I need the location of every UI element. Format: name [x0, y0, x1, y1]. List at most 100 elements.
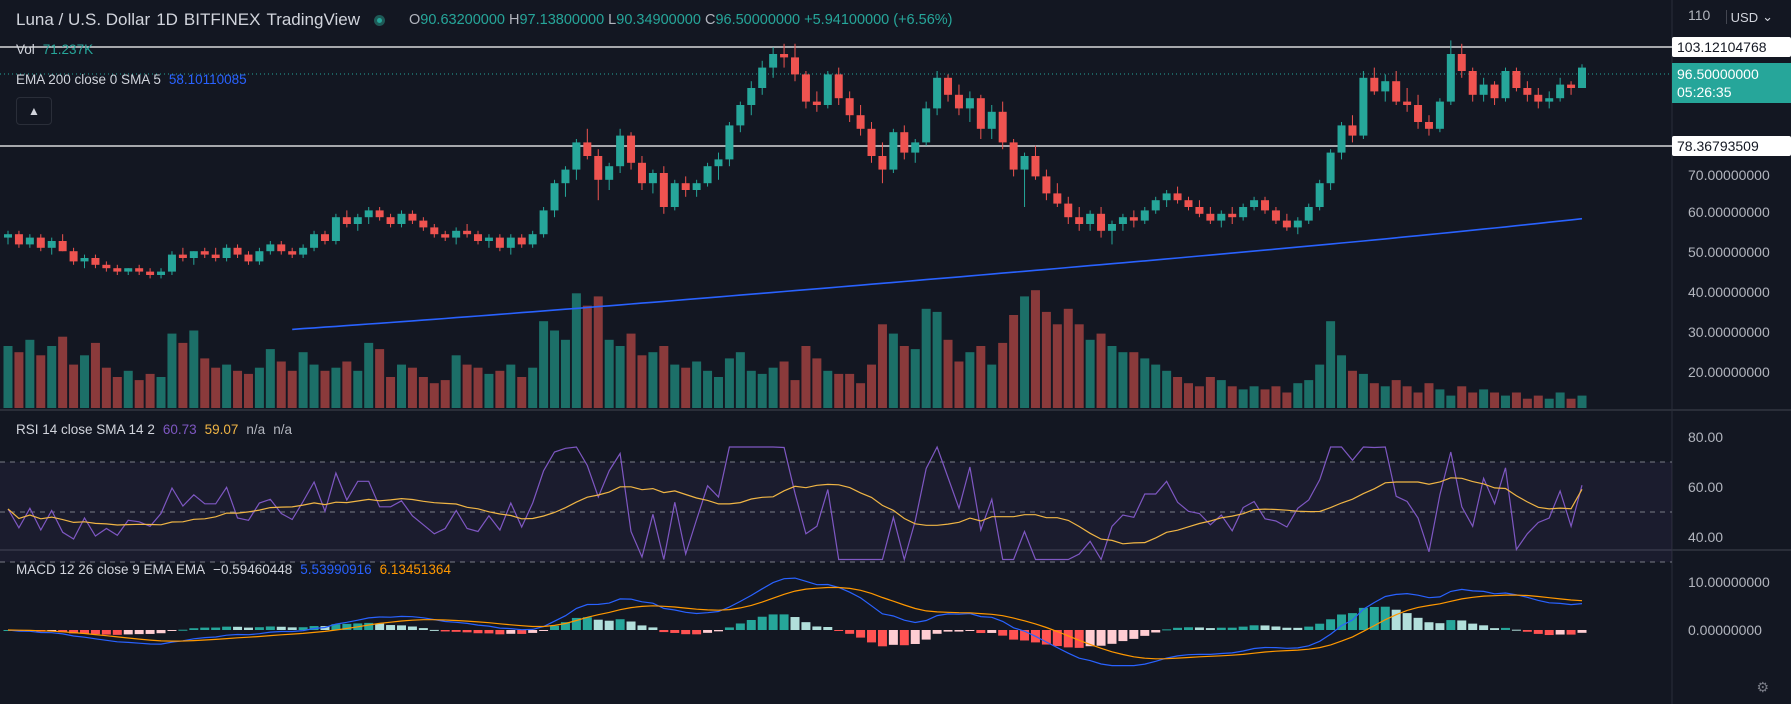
price-axis-label: 30.00000000	[1688, 324, 1770, 340]
volume-bar	[1468, 392, 1478, 408]
candle-body	[277, 244, 286, 252]
candle-body	[1403, 101, 1412, 105]
macd-histogram-bar	[790, 617, 800, 630]
volume-bar	[211, 367, 221, 408]
gear-icon[interactable]: ⚙	[1756, 679, 1769, 695]
countdown-tag: 05:26:35	[1677, 84, 1732, 100]
volume-bar	[692, 361, 702, 408]
candle-body	[605, 166, 614, 180]
interval-label[interactable]: 1D	[156, 10, 178, 29]
macd-histogram-bar	[1085, 630, 1095, 647]
macd-histogram-bar	[1555, 630, 1565, 635]
symbol-legend[interactable]: Luna / U.S. Dollar 1D BITFINEX TradingVi…	[16, 10, 952, 30]
volume-bar	[418, 377, 428, 408]
candle-body	[288, 251, 297, 255]
candle-body	[944, 77, 953, 95]
candle-body	[1359, 77, 1368, 136]
volume-bar	[243, 373, 253, 408]
macd-histogram-bar	[877, 630, 887, 647]
candle-body	[856, 115, 865, 129]
macd-histogram-bar	[69, 630, 79, 634]
candle-body	[583, 142, 592, 156]
volume-bar	[167, 333, 177, 408]
candle-body	[714, 159, 723, 167]
candle-body	[791, 57, 799, 75]
volume-bar	[1282, 392, 1292, 408]
volume-bar	[1271, 386, 1281, 408]
macd-histogram-bar	[560, 622, 570, 630]
volume-bar	[1490, 392, 1500, 408]
volume-bar	[14, 352, 24, 408]
candle-body	[1239, 207, 1248, 218]
resistance-tag-bg	[1672, 37, 1791, 57]
volume-bar	[1533, 395, 1543, 408]
macd-histogram-bar	[801, 622, 811, 630]
macd-histogram-bar	[1173, 627, 1183, 630]
candle-body	[954, 94, 963, 109]
candle-body	[987, 111, 996, 129]
candle-body	[725, 125, 734, 160]
candle-body	[1414, 105, 1423, 122]
chevron-up-icon: ▲	[28, 104, 40, 118]
macd-histogram-bar	[112, 630, 122, 635]
candle-body	[1490, 84, 1499, 99]
volume-bar	[134, 380, 144, 408]
macd-histogram-bar	[1435, 623, 1445, 630]
ema-legend[interactable]: EMA 200 close 0 SMA 5 58.10110085	[16, 72, 247, 87]
candle-body	[408, 213, 417, 221]
macd-histogram-bar	[1293, 627, 1303, 630]
resistance-tag-text: 103.12104768	[1677, 39, 1767, 55]
volume-label: Vol	[16, 42, 35, 57]
candle-body	[299, 247, 308, 255]
symbol-name[interactable]: Luna / U.S. Dollar	[16, 10, 151, 29]
candle-body	[637, 162, 646, 184]
macd-histogram-bar	[1205, 628, 1215, 630]
volume-bar	[1227, 386, 1237, 408]
volume-bar	[276, 361, 286, 408]
volume-bar	[1260, 389, 1270, 408]
macd-histogram-bar	[670, 630, 680, 633]
divider	[1725, 10, 1727, 24]
macd-histogram-bar	[1358, 607, 1368, 630]
candle-body	[47, 241, 56, 248]
candle-body	[1424, 122, 1433, 129]
volume-bar	[451, 355, 461, 408]
candle-body	[1326, 152, 1335, 184]
macd-legend[interactable]: MACD 12 26 close 9 EMA EMA −0.59460448 5…	[16, 562, 451, 577]
candle-body	[1086, 213, 1095, 224]
volume-legend[interactable]: Vol 71.237K	[16, 42, 93, 57]
candle-body	[1556, 84, 1565, 99]
volume-bar	[823, 370, 833, 408]
candle-body	[627, 135, 636, 163]
candle-body	[801, 74, 810, 102]
candle-body	[758, 67, 767, 88]
change-value: +5.94100000 (+6.56%)	[804, 12, 953, 28]
candle-body	[878, 156, 887, 170]
volume-bar	[560, 339, 570, 408]
macd-histogram-bar	[331, 624, 341, 630]
collapse-legend-button[interactable]: ▲	[16, 97, 52, 125]
macd-histogram-bar	[342, 623, 352, 630]
volume-bar	[932, 311, 942, 408]
volume-bar	[331, 367, 341, 408]
volume-bar	[910, 349, 920, 408]
low-value: 90.34900000	[616, 12, 701, 28]
volume-bar	[1030, 290, 1040, 408]
macd-histogram-bar	[1315, 623, 1325, 630]
candle-body	[1206, 213, 1215, 221]
rsi-na-2: n/a	[273, 422, 292, 437]
currency-selector[interactable]: USD ⌄	[1725, 9, 1773, 25]
macd-histogram-bar	[1194, 627, 1204, 630]
market-status-icon[interactable]	[374, 14, 385, 26]
volume-bar	[1249, 386, 1259, 408]
volume-bar	[779, 361, 789, 408]
macd-histogram-bar	[768, 614, 778, 630]
rsi-legend[interactable]: RSI 14 close SMA 14 2 60.73 59.07 n/a n/…	[16, 422, 292, 437]
macd-histogram-bar	[265, 626, 275, 630]
candle-body	[736, 105, 745, 126]
macd-signal-line	[7, 586, 1583, 660]
candle-body	[386, 217, 395, 224]
volume-bar	[1140, 358, 1150, 408]
macd-histogram-bar	[276, 626, 286, 630]
